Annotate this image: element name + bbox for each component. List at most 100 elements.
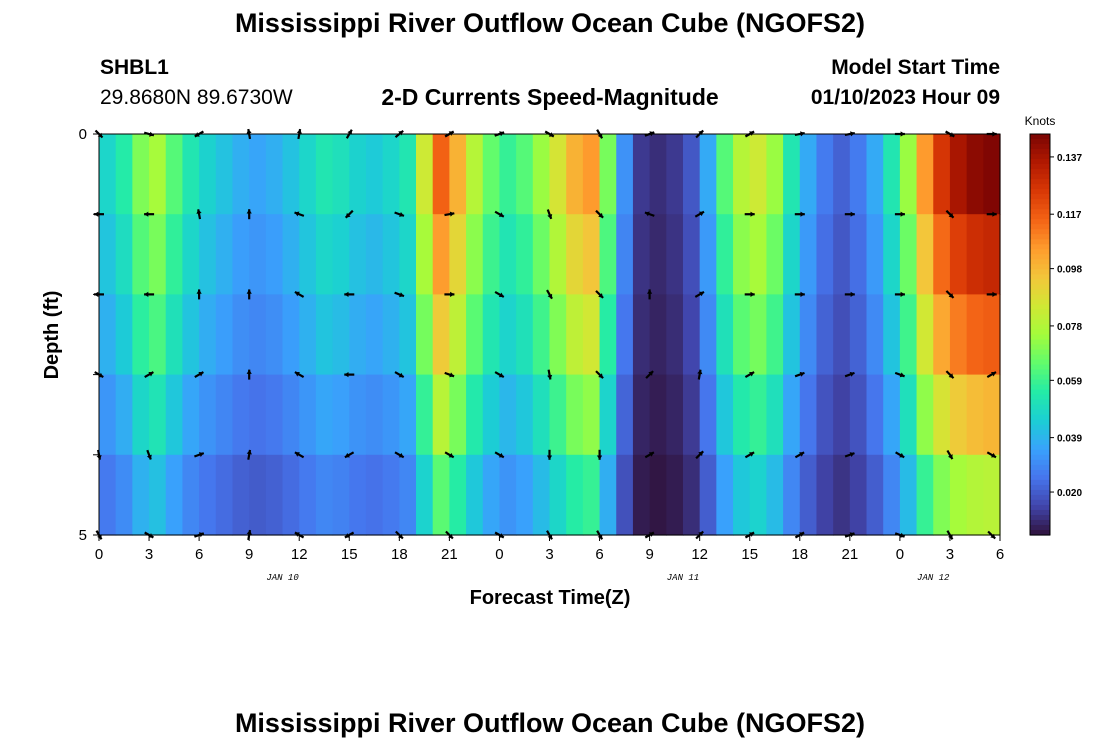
- heatmap-cell: [499, 134, 517, 215]
- heatmap-cell: [866, 294, 884, 376]
- x-tick-label: 15: [741, 546, 758, 563]
- colorbar-segment: [1030, 494, 1050, 501]
- heatmap-cell: [265, 214, 284, 295]
- current-vector-layer: [94, 128, 997, 541]
- current-vector-arrowhead: [98, 372, 104, 378]
- colorbar-segment: [1030, 209, 1050, 215]
- heatmap-cell: [599, 134, 617, 215]
- heatmap-cell: [416, 374, 434, 456]
- heatmap-cell: [632, 134, 651, 215]
- heatmap-cell: [599, 374, 617, 456]
- heatmap-cell: [983, 134, 1001, 215]
- colorbar-segment: [1030, 159, 1050, 165]
- colorbar-segment: [1030, 439, 1050, 446]
- heatmap-cell: [833, 294, 851, 376]
- x-tick-label: 3: [145, 546, 153, 563]
- heatmap-cell: [466, 454, 484, 536]
- heatmap-cell: [983, 454, 1001, 536]
- x-tick-label: 18: [791, 546, 808, 563]
- heatmap-cell: [149, 134, 167, 215]
- colorbar-segment: [1030, 174, 1050, 180]
- current-vector-arrowhead: [399, 292, 404, 298]
- x-date-label: JAN 10: [266, 573, 299, 583]
- y-tick-label: 5: [79, 527, 87, 544]
- colorbar-segment: [1030, 234, 1050, 240]
- heatmap-cell: [733, 454, 751, 536]
- heatmap-cell: [816, 214, 834, 295]
- station-coordinates: 29.8680N 89.6730W: [100, 86, 293, 109]
- heatmap-cell: [182, 374, 200, 456]
- heatmap-cell: [466, 294, 484, 376]
- heatmap-cell: [182, 454, 200, 536]
- heatmap-cell: [349, 214, 367, 295]
- heatmap-cell: [416, 214, 434, 295]
- heatmap-cell: [132, 454, 150, 536]
- heatmap-cell: [232, 134, 250, 215]
- heatmap-cell: [549, 374, 567, 456]
- current-vector-arrowhead: [294, 452, 300, 457]
- heatmap-cell: [799, 454, 818, 536]
- heatmap-cell: [682, 374, 701, 456]
- heatmap-cell: [399, 214, 417, 295]
- heatmap-cell: [265, 134, 284, 215]
- current-vector-arrowhead: [498, 372, 504, 378]
- heatmap-cell: [949, 374, 968, 456]
- x-tick-label: 9: [245, 546, 253, 563]
- heatmap-cell: [349, 134, 367, 215]
- heatmap-cell: [716, 374, 734, 456]
- heatmap-cell: [799, 214, 818, 295]
- colorbar-tick-label: 0.059: [1057, 376, 1082, 387]
- heatmap-cell: [215, 214, 234, 295]
- heatmap-cell: [649, 214, 667, 295]
- current-vector-arrowhead: [196, 209, 202, 214]
- heatmap-cell: [165, 454, 184, 536]
- heatmap-cell: [933, 374, 951, 456]
- colorbar-segment: [1030, 254, 1050, 260]
- heatmap-cell: [899, 214, 918, 295]
- heatmap-cell: [249, 374, 267, 456]
- colorbar-segment: [1030, 509, 1050, 516]
- colorbar-segment: [1030, 194, 1050, 200]
- colorbar-segment: [1030, 259, 1050, 265]
- heatmap-cell: [332, 294, 350, 376]
- heatmap-cell: [215, 374, 234, 456]
- x-tick-label: 9: [645, 546, 653, 563]
- heatmap-cell: [849, 294, 868, 376]
- heatmap-cell: [966, 454, 984, 536]
- colorbar-segment: [1030, 179, 1050, 185]
- heatmap-cell: [282, 374, 300, 456]
- heatmap-cell: [299, 454, 317, 536]
- heatmap-cell: [182, 214, 200, 295]
- heatmap-cell: [899, 374, 918, 456]
- heatmap-cell: [766, 454, 784, 536]
- heatmap-cell: [516, 294, 534, 376]
- heatmap-cell: [115, 374, 133, 456]
- colorbar-segment: [1030, 199, 1050, 205]
- heatmap-cell: [949, 454, 968, 536]
- heatmap-cell: [699, 214, 717, 295]
- current-vector-arrowhead: [294, 211, 300, 217]
- current-vector-arrowhead: [699, 211, 704, 217]
- heatmap-cell: [866, 134, 884, 215]
- heatmap-cell: [816, 454, 834, 536]
- heatmap-cell: [632, 294, 651, 376]
- heatmap-cell: [249, 454, 267, 536]
- heatmap-cell: [966, 374, 984, 456]
- heatmap-cell: [632, 374, 651, 456]
- heatmap-cell: [482, 454, 501, 536]
- current-vector-arrowhead: [596, 455, 603, 460]
- colorbar-segment: [1030, 454, 1050, 461]
- current-vector-arrowhead: [344, 291, 349, 297]
- heatmap-cell: [165, 294, 184, 376]
- heatmap-cell: [599, 214, 617, 295]
- heatmap-cell: [416, 134, 434, 215]
- current-vector-arrowhead: [750, 291, 755, 297]
- colorbar-segment: [1030, 309, 1050, 316]
- y-tick-label: 0: [79, 126, 87, 143]
- colorbar-segment: [1030, 379, 1050, 386]
- heatmap-cell: [99, 214, 117, 295]
- heatmap-cell: [282, 134, 300, 215]
- colorbar-segment: [1030, 244, 1050, 250]
- heatmap-cell: [799, 134, 818, 215]
- colorbar-segment: [1030, 529, 1050, 536]
